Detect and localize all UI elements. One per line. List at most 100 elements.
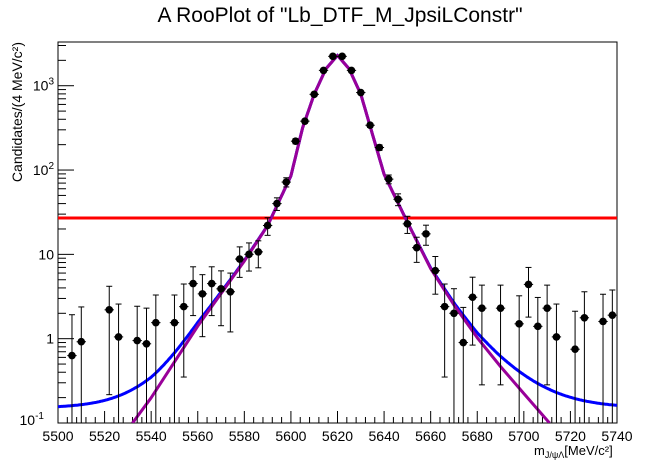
data-marker <box>198 290 207 298</box>
data-point <box>346 66 357 75</box>
x-tick-label: 5660 <box>415 428 446 444</box>
data-marker <box>571 345 579 354</box>
data-point <box>430 256 440 295</box>
marks <box>58 52 617 423</box>
data-marker <box>422 230 430 238</box>
data-marker <box>599 317 607 326</box>
data-point <box>188 266 198 317</box>
data-point <box>290 137 301 145</box>
data-point <box>551 303 562 423</box>
data-point <box>328 52 338 61</box>
data-point <box>393 193 403 207</box>
data-marker <box>338 52 346 61</box>
y-tick-label: 103 <box>33 77 55 94</box>
x-tick-label: 5640 <box>369 428 400 444</box>
data-marker <box>170 318 179 327</box>
data-marker <box>319 66 328 75</box>
x-tick-label: 5520 <box>89 428 120 444</box>
total-fit-curve <box>58 53 617 409</box>
chart-title: A RooPlot of "Lb_DTF_M_JpsiLConstr" <box>157 4 522 27</box>
data-point <box>374 143 385 152</box>
data-marker <box>273 199 281 208</box>
data-point <box>337 52 347 61</box>
data-point <box>598 293 608 423</box>
data-point <box>579 291 590 423</box>
data-point <box>104 285 114 396</box>
data-point <box>514 295 524 423</box>
data-point <box>402 215 413 234</box>
data-marker <box>515 320 523 328</box>
data-point <box>179 283 189 378</box>
data-marker <box>282 178 291 186</box>
data-point <box>365 121 375 130</box>
axes: 5500 5520 5540 5560 5580 5600 5620 5640 5660 5680… <box>20 41 633 444</box>
data-point <box>495 284 506 386</box>
data-point <box>207 266 217 317</box>
data-point <box>141 307 152 423</box>
x-tick-label: 5680 <box>462 428 493 444</box>
data-point <box>439 283 450 378</box>
data-point <box>132 305 142 423</box>
data-marker <box>133 336 141 345</box>
data-marker <box>347 66 356 75</box>
data-marker <box>291 137 300 145</box>
y-tick-label: 1 <box>46 331 54 347</box>
data-point <box>458 306 468 423</box>
data-marker <box>534 322 542 331</box>
data-marker <box>580 313 589 322</box>
data-marker <box>114 333 123 341</box>
data-point <box>523 266 534 318</box>
data-marker <box>394 195 402 204</box>
data-point <box>570 310 580 423</box>
data-marker <box>356 88 365 97</box>
data-marker <box>608 311 617 319</box>
data-point <box>281 177 291 188</box>
data-marker <box>440 302 449 311</box>
data-marker <box>496 304 505 312</box>
data-marker <box>217 285 225 293</box>
x-tick-label: 5540 <box>136 428 167 444</box>
y-axis-label: Candidates/(4 MeV/c²) <box>9 42 25 182</box>
y-tick-label: 10-1 <box>20 411 45 428</box>
data-marker <box>478 304 486 312</box>
data-point <box>542 284 552 386</box>
plot-frame <box>57 41 618 424</box>
data-marker <box>235 255 244 263</box>
data-point <box>76 306 86 423</box>
data-point <box>356 88 366 97</box>
data-point <box>412 236 422 263</box>
data-marker <box>68 351 76 360</box>
data-marker <box>366 121 374 130</box>
data-marker <box>105 306 114 314</box>
data-point <box>216 270 226 327</box>
data-marker <box>468 293 477 302</box>
data-marker <box>226 287 235 296</box>
data-point <box>607 289 617 423</box>
data-point <box>225 272 236 333</box>
data-point <box>300 117 310 125</box>
data-point <box>197 274 208 338</box>
data-point <box>421 224 431 246</box>
data-marker <box>552 333 561 341</box>
x-tick-label: 5560 <box>182 428 213 444</box>
data-point <box>384 174 394 185</box>
data-point <box>151 294 161 423</box>
y-tick-label: 102 <box>33 161 55 178</box>
data-point <box>169 294 180 423</box>
data-marker <box>142 339 151 348</box>
data-marker <box>245 250 253 259</box>
data-marker <box>459 338 468 347</box>
data-point <box>318 66 329 75</box>
data-marker <box>543 304 551 312</box>
data-point <box>113 303 124 423</box>
data-point <box>309 90 319 99</box>
data-marker <box>329 52 337 61</box>
data-marker <box>431 266 440 275</box>
data-point <box>533 296 543 423</box>
data-marker <box>254 248 263 256</box>
data-point <box>467 276 478 346</box>
signal-fit-curve <box>131 53 551 423</box>
data-marker <box>412 243 421 252</box>
data-point <box>235 246 245 278</box>
